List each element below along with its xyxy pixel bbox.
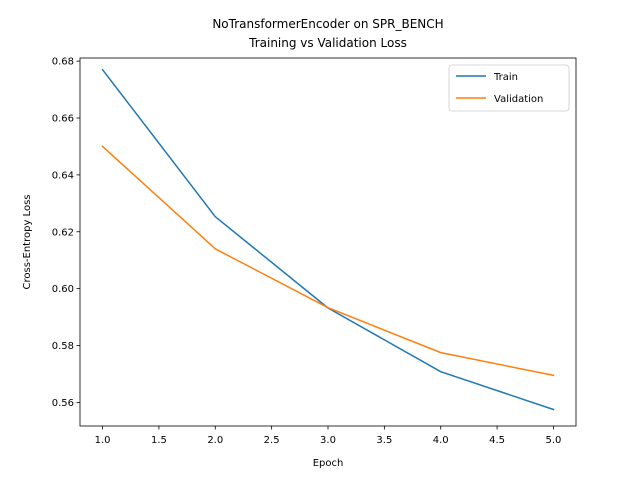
legend-label-train: Train: [493, 72, 518, 83]
plot-area: 1.0 1.5 2.0 2.5 3.0 3.5 4.0 4.5 5.0 0.56 0.58 0.60 0…: [52, 57, 562, 446]
chart-title-line-2: Training vs Validation Loss: [248, 36, 407, 50]
legend-label-validation: Validation: [494, 94, 543, 105]
y-tick-label: 0.58: [52, 341, 74, 352]
x-tick-label: 5.0: [546, 435, 562, 446]
chart-title-line-1: NoTransformerEncoder on SPR_BENCH: [212, 17, 443, 31]
x-tick-label: 4.0: [433, 435, 449, 446]
y-axis-label: Cross-Entropy Loss: [22, 195, 33, 290]
y-tick-label: 0.64: [52, 170, 74, 181]
x-tick-label: 3.0: [320, 435, 336, 446]
x-tick-label: 1.5: [151, 435, 167, 446]
y-tick-label: 0.68: [52, 57, 74, 68]
y-tick-label: 0.60: [52, 284, 74, 295]
y-tick-label: 0.56: [52, 398, 74, 409]
series-line-validation: [101, 145, 555, 377]
x-tick-label: 2.5: [264, 435, 280, 446]
y-tick-label: 0.62: [52, 227, 74, 238]
axes-frame: [79, 57, 577, 427]
x-tick-label: 2.0: [207, 435, 223, 446]
x-axis-label: Epoch: [313, 458, 344, 469]
series-line-train: [101, 68, 555, 411]
legend: Train Validation: [448, 64, 570, 112]
y-tick-label: 0.66: [52, 114, 74, 125]
x-tick-label: 4.5: [489, 435, 505, 446]
x-tick-label: 1.0: [95, 435, 111, 446]
x-tick-label: 3.5: [376, 435, 392, 446]
